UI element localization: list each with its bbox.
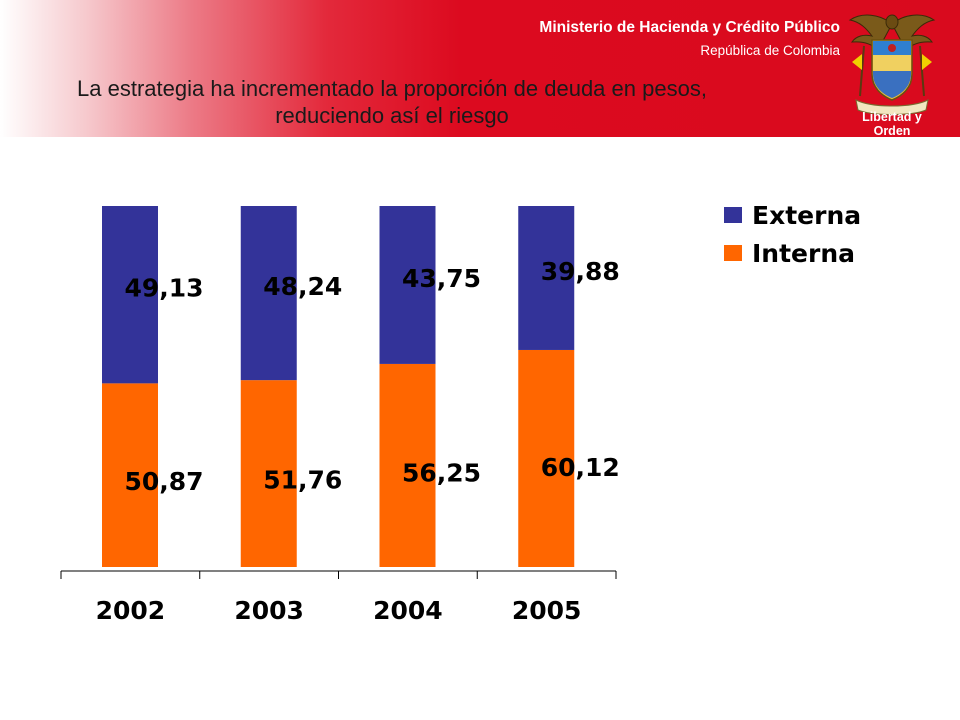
x-tick-label-2003: 2003: [234, 596, 304, 625]
slide-title-line-1: La estrategia ha incrementado la proporc…: [77, 76, 707, 101]
legend-label-externa: Externa: [752, 201, 861, 230]
legend-swatch-interna: [724, 245, 742, 261]
legend-label-interna: Interna: [752, 239, 855, 268]
stacked-bar-chart: 2002 2003 2004 2005 50,87 49,13 51,76 48,24 56,…: [60, 201, 861, 625]
data-label-interna-2002: 50,87: [124, 467, 203, 496]
bar-interna-2002: [102, 383, 158, 567]
bar-interna-2004: [379, 363, 436, 567]
bar-externa-2004: [379, 206, 436, 364]
x-tick-label-2002: 2002: [96, 596, 166, 625]
legend-swatch-externa: [724, 207, 742, 223]
data-label-externa-2005: 39,88: [541, 257, 620, 286]
bar-interna-2003: [240, 380, 297, 567]
coat-of-arms-logo: [848, 14, 936, 115]
x-axis: 2002 2003 2004 2005: [60, 570, 617, 625]
data-labels: 50,87 49,13 51,76 48,24 56,25 43,75 60,12 39,88: [124, 257, 619, 496]
slide-title-line-2: reduciendo así el riesgo: [275, 103, 509, 128]
legend: Externa Interna: [724, 201, 861, 268]
bar-externa-2002: [102, 206, 158, 384]
ministry-name: Ministerio de Hacienda y Crédito Público: [539, 19, 840, 36]
data-label-externa-2003: 48,24: [263, 272, 342, 301]
motto: Libertad y Orden: [862, 110, 922, 138]
data-label-interna-2005: 60,12: [541, 453, 620, 482]
data-label-interna-2003: 51,76: [263, 466, 342, 495]
bars-group: [102, 206, 575, 567]
country-name: República de Colombia: [700, 43, 840, 58]
slide-title: La estrategia ha incrementado la proporc…: [0, 75, 784, 129]
bar-externa-2003: [240, 206, 297, 381]
x-tick-label-2004: 2004: [373, 596, 443, 625]
x-tick-label-2005: 2005: [512, 596, 582, 625]
header-band: [0, 0, 960, 137]
data-label-externa-2002: 49,13: [124, 274, 203, 303]
bar-externa-2005: [518, 206, 575, 350]
bar-interna-2005: [518, 349, 575, 567]
data-label-externa-2004: 43,75: [402, 264, 481, 293]
data-label-interna-2004: 56,25: [402, 459, 481, 488]
